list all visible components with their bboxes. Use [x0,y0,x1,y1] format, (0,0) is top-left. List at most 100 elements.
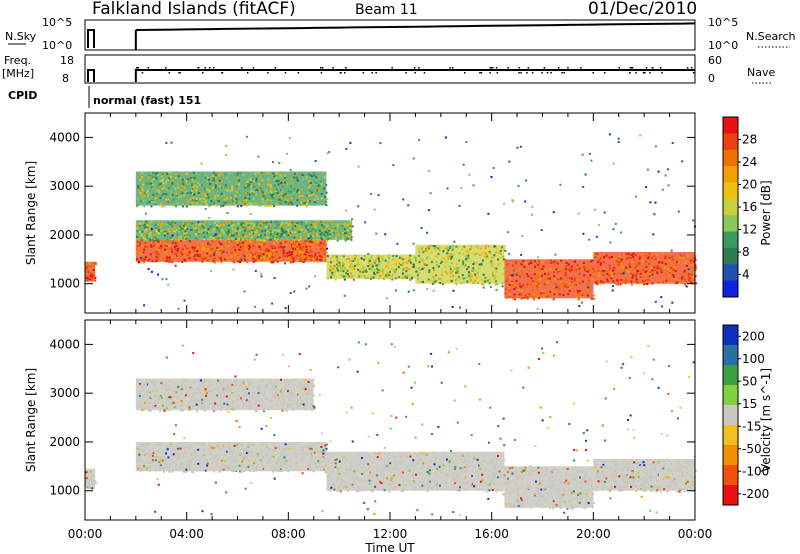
scatter-cell [373,273,376,276]
scatter-cell [187,447,190,450]
scatter-cell [136,452,139,455]
scatter-cell [181,452,184,455]
scatter-cell [609,475,612,478]
scatter-cell [452,473,455,476]
scatter-cell [333,273,336,276]
scatter-cell [183,227,186,230]
scatter-cell [625,277,628,280]
scatter-cell [267,459,269,462]
scatter-cell [441,273,444,276]
scatter-cell [173,240,176,243]
scatter-cell [641,253,644,256]
scatter-cell [204,469,207,472]
scatter-cell [526,497,529,500]
scatter-cell [658,261,661,264]
scatter-cell [321,224,323,227]
velocity-data-layer [85,341,697,517]
scatter-cell [141,175,144,178]
scatter-cell [376,458,379,461]
scatter-cell [220,447,223,450]
scatter-cell [633,461,635,464]
scatter-cell [210,199,213,202]
scatter-cell [274,254,277,256]
scatter-cell [326,470,329,472]
scatter-cell [653,254,656,257]
scatter-cell [159,224,162,227]
scatter-cell [509,277,512,280]
scatter-cell [652,488,655,491]
sparse-echo [157,273,160,276]
scatter-cell [630,272,633,275]
scatter-cell [595,472,598,475]
scatter-cell [384,274,387,277]
scatter-cell [359,462,362,465]
scatter-cell [285,244,288,247]
scatter-cell [380,256,383,259]
scatter-cell [312,172,315,175]
scatter-cell [334,227,337,230]
scatter-cell [158,183,160,186]
scatter-cell [250,236,253,238]
scatter-cell [679,486,682,489]
colorbar-tick-label: 12 [742,223,757,237]
scatter-cell [444,271,447,274]
scatter-cell [355,475,358,478]
scatter-cell [625,485,628,488]
scatter-cell [478,482,481,485]
scatter-cell [186,228,189,230]
scatter-cell [140,468,143,471]
scatter-cell [318,228,321,231]
scatter-cell [688,463,691,466]
scatter-cell [384,466,387,469]
scatter-cell [174,221,177,224]
scatter-cell [217,244,220,247]
scatter-cell [382,466,385,469]
scatter-cell [174,233,177,236]
scatter-cell [622,475,625,478]
scatter-cell [281,465,284,468]
scatter-cell [369,471,372,474]
scatter-cell [319,248,322,251]
scatter-cell [409,261,412,264]
scatter-cell [656,265,659,267]
nave-point [631,67,634,69]
scatter-cell [481,477,484,480]
sparse-echo [490,176,493,178]
scatter-cell [246,180,249,183]
scatter-cell [584,289,586,292]
scatter-cell [254,193,257,196]
scatter-cell [650,485,653,488]
scatter-cell [325,204,328,206]
sparse-echo [293,290,296,293]
scatter-cell [405,456,408,459]
scatter-cell [523,265,526,268]
scatter-cell [86,263,89,266]
scatter-cell [681,275,684,278]
scatter-cell [602,267,605,270]
scatter-cell [203,201,206,203]
scatter-cell [231,185,234,188]
scatter-cell [229,457,232,460]
scatter-cell [227,198,230,201]
scatter-cell [501,246,504,249]
sparse-echo [379,142,382,145]
scatter-cell [595,256,598,259]
scatter-cell [185,464,188,467]
scatter-cell [300,222,303,225]
scatter-cell [509,274,512,277]
scatter-cell [681,277,683,280]
scatter-cell [247,185,250,188]
scatter-cell [552,507,555,510]
scatter-cell [309,442,312,445]
scatter-cell [264,197,267,200]
scatter-cell [207,196,210,199]
scatter-cell [321,461,323,464]
scatter-cell [575,505,578,508]
scatter-cell [540,488,543,491]
scatter-cell [219,460,222,463]
scatter-cell [473,457,476,460]
scatter-cell [655,270,658,273]
scatter-cell [478,464,480,467]
sparse-echo [503,202,506,205]
scatter-cell [511,466,514,469]
